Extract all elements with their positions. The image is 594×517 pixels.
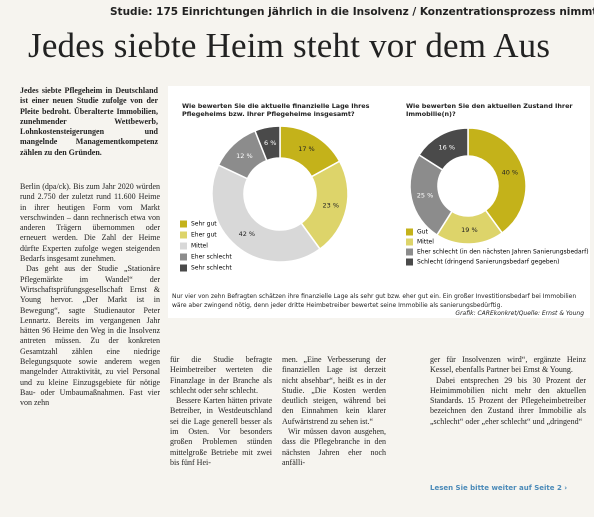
legend-label: Eher schlecht (in den nächsten Jahren Sa…: [417, 249, 589, 256]
legend-swatch: [406, 228, 413, 236]
lead: Jedes siebte Pflegeheim in Deutschland i…: [20, 86, 158, 157]
legend-label: Sehr gut: [191, 221, 217, 228]
data-label: 23 %: [322, 201, 339, 209]
legend-swatch: [406, 258, 413, 266]
paragraph: Dabei entsprechen 29 bis 30 Prozent der …: [430, 375, 586, 426]
data-label: 25 %: [417, 192, 434, 200]
legend-swatch: [180, 242, 187, 250]
paragraph: für die Studie befragte Heimbetreiber we…: [170, 355, 272, 395]
legend-swatch: [180, 231, 187, 239]
donut-segment: [253, 125, 281, 162]
donut-segment: [211, 164, 322, 263]
donut-segment: [417, 127, 469, 171]
charts: 17 % 23 % 42 % 12 % 6 % Sehr gut Eher gut Mitte…: [180, 125, 589, 272]
legend-label: Mittel: [417, 239, 434, 246]
paragraph: Bessere Karten hätten private Betreiber,…: [170, 396, 272, 467]
column: men. „Eine Verbesserung der finanziellen…: [282, 355, 386, 505]
continuation: Lesen Sie bitte weiter auf Seite 2 ›: [430, 484, 568, 492]
data-label: 42 %: [239, 230, 256, 238]
legend-swatch: [180, 220, 187, 228]
legend-swatch: [180, 264, 187, 272]
data-label: 12 %: [236, 152, 253, 160]
legend-swatch: [180, 253, 187, 261]
data-label: 6 %: [264, 139, 276, 147]
paragraph: Wir müssen davon ausgehen, dass die Pfle…: [282, 427, 386, 467]
legend-swatch: [406, 248, 413, 256]
paragraph: Berlin (dpa/ck). Bis zum Jahr 2020 würde…: [20, 182, 160, 264]
legend-label: Sehr schlecht: [191, 265, 232, 272]
legend-label: Eher gut: [191, 232, 217, 239]
legend-label: Gut: [417, 229, 428, 236]
legend-swatch: [406, 238, 413, 246]
paragraph: men. „Eine Verbesserung der finanziellen…: [282, 355, 386, 426]
data-label: 19 %: [461, 226, 478, 234]
headline: Jedes siebte Heim steht vor dem Aus: [28, 26, 551, 65]
chart-box: 17 % 23 % 42 % 12 % 6 % Sehr gut Eher gut Mitte…: [168, 86, 590, 318]
paragraph: ger für Insolvenzen wird“, ergänzte Hein…: [430, 355, 586, 375]
column: Berlin (dpa/ck). Bis zum Jahr 2020 würde…: [20, 182, 160, 510]
data-label: 17 %: [298, 145, 315, 153]
legend-label: Schlecht (dringend Sanierungsbedarf gege…: [417, 259, 560, 266]
chart-title: Wie bewerten Sie die aktuelle finanziell…: [182, 102, 370, 118]
kicker: Studie: 175 Einrichtungen jährlich in di…: [110, 6, 594, 18]
data-label: 16 %: [439, 143, 456, 151]
legend-label: Eher schlecht: [191, 254, 232, 261]
donut-segment: [467, 127, 527, 234]
legend-label: Mittel: [191, 243, 208, 250]
chart-caption: Nur vier von zehn Befragten schätzen ihr…: [172, 293, 577, 309]
column: ger für Insolvenzen wird“, ergänzte Hein…: [430, 355, 586, 480]
paragraph: Das geht aus der Studie „Stationäre Pfle…: [20, 264, 160, 408]
column: für die Studie befragte Heimbetreiber we…: [170, 355, 272, 505]
chart-source: Grafik: CAREkonkret/Quelle: Ernst & Youn…: [455, 310, 584, 317]
chart-title: Wie bewerten Sie den aktuellen Zustand I…: [406, 102, 573, 118]
data-label: 40 %: [502, 168, 519, 176]
